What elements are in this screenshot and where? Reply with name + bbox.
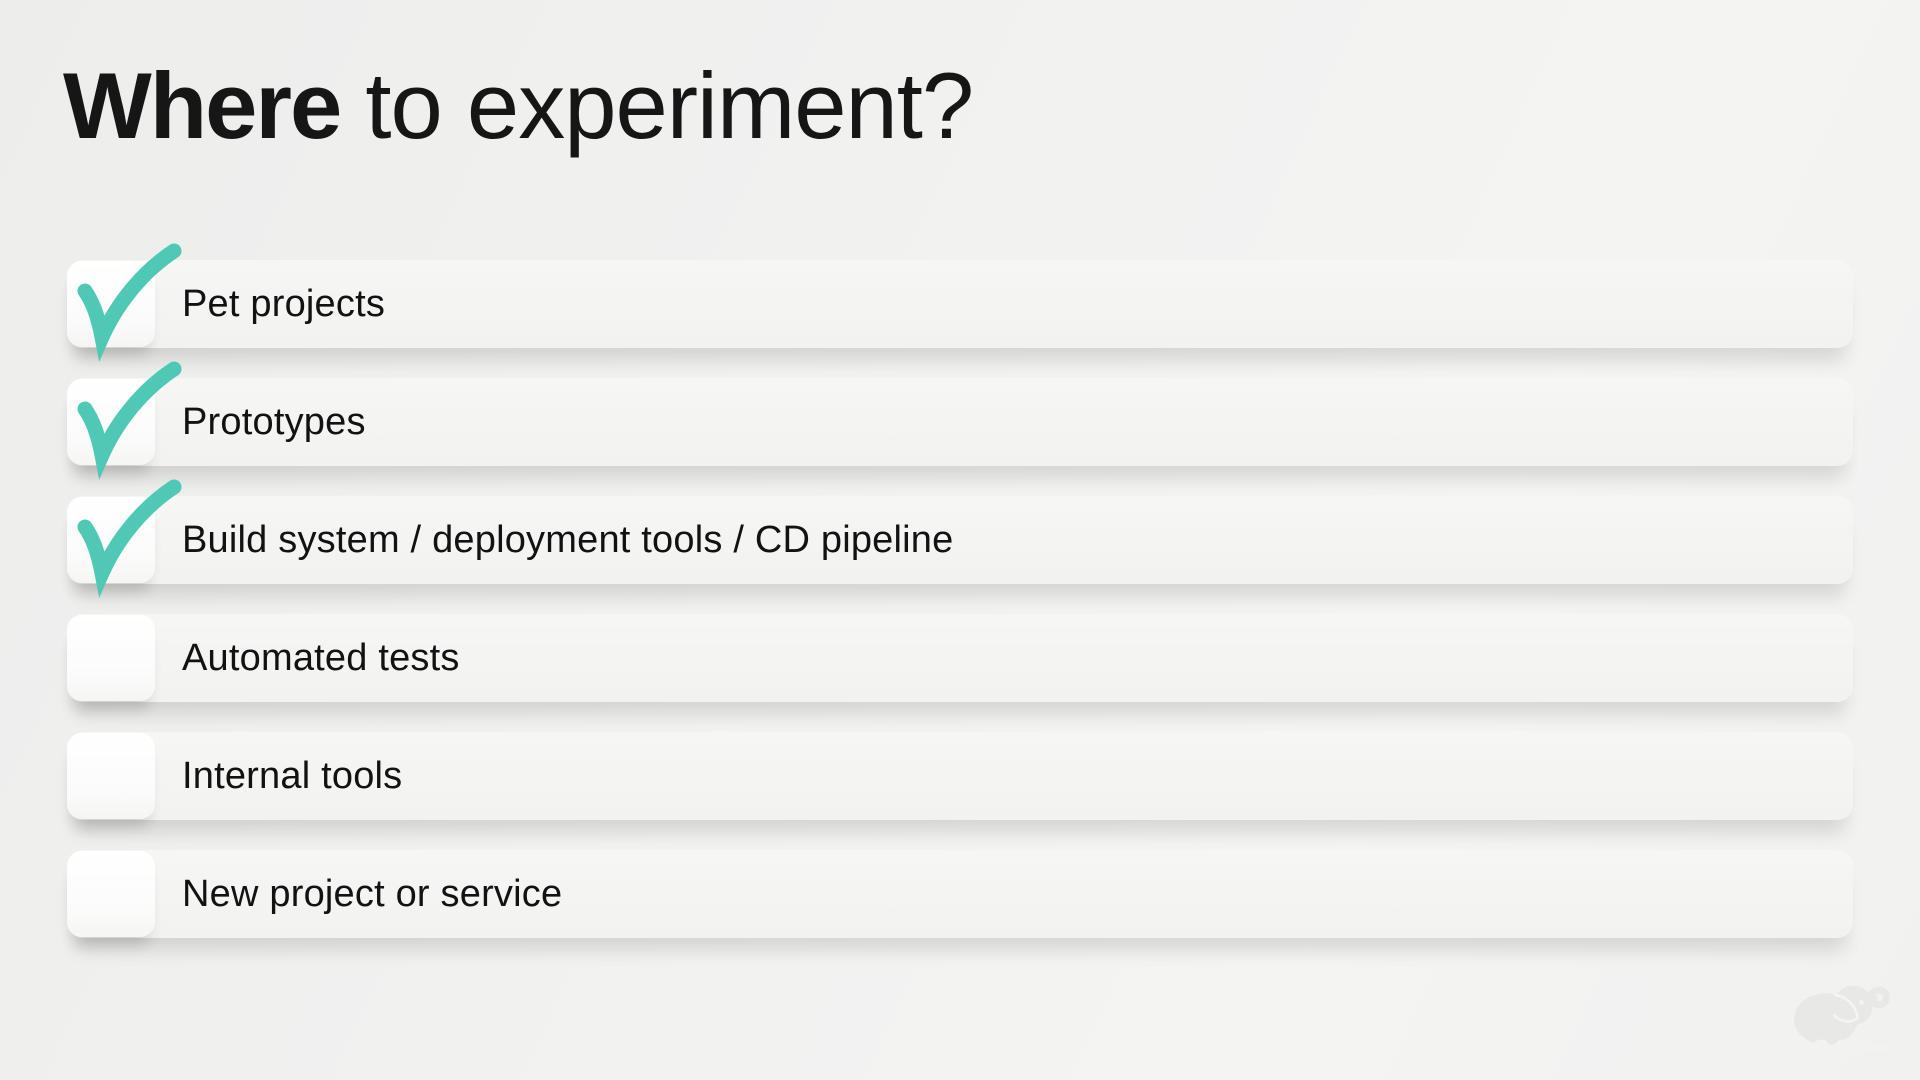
checklist-row: New project or service — [67, 850, 1853, 938]
checkmark-icon — [77, 479, 182, 598]
checklist: Pet projects Prototypes Build system / d… — [67, 243, 1853, 968]
checklist-item-label: Automated tests — [182, 636, 460, 679]
checklist-item-label: Build system / deployment tools / CD pip… — [182, 518, 954, 561]
elephant-eye — [1859, 999, 1864, 1005]
checkbox — [67, 851, 155, 937]
checkmark-icon — [77, 243, 182, 362]
checkbox — [67, 243, 182, 362]
elephant-logo — [1788, 985, 1894, 1051]
checklist-row: Prototypes — [67, 361, 1853, 480]
elephant-body — [1788, 985, 1894, 1051]
checkbox — [67, 733, 155, 819]
checklist-item-label: New project or service — [182, 872, 563, 915]
elephant-ear — [1832, 993, 1860, 1023]
title-emphasis: Where — [63, 53, 342, 158]
checkbox — [67, 615, 155, 701]
checkbox — [67, 361, 182, 480]
checklist-item-label: Pet projects — [182, 282, 386, 325]
checklist-row: Internal tools — [67, 732, 1853, 820]
checklist-row: Build system / deployment tools / CD pip… — [67, 479, 1853, 598]
checkbox — [67, 479, 182, 598]
checklist-row: Pet projects — [67, 243, 1853, 362]
title-rest: to experiment? — [365, 53, 974, 158]
checkmark-icon — [77, 361, 182, 480]
checklist-row: Automated tests — [67, 614, 1853, 702]
page-title: Where to experiment? — [63, 52, 974, 160]
checklist-item-label: Prototypes — [182, 400, 366, 443]
checklist-item-label: Internal tools — [182, 754, 403, 797]
